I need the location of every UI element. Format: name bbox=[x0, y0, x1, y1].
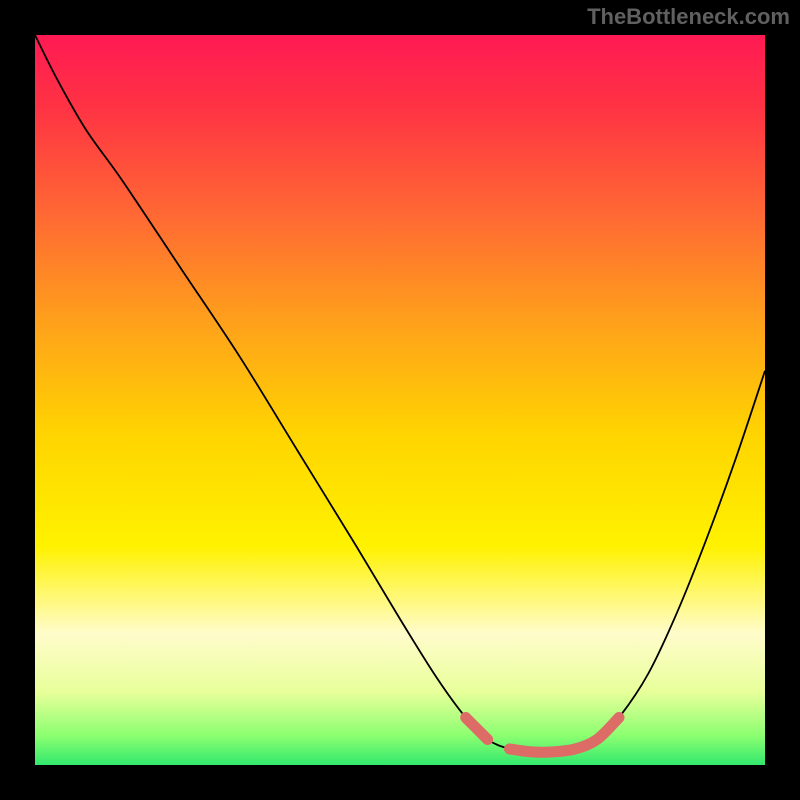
watermark: TheBottleneck.com bbox=[587, 4, 790, 30]
highlight-segment bbox=[510, 718, 620, 753]
highlight-segment bbox=[466, 718, 488, 740]
curve-path bbox=[35, 35, 765, 752]
bottleneck-curve bbox=[35, 35, 765, 765]
plot-area bbox=[35, 35, 765, 765]
highlight-group bbox=[466, 718, 619, 753]
